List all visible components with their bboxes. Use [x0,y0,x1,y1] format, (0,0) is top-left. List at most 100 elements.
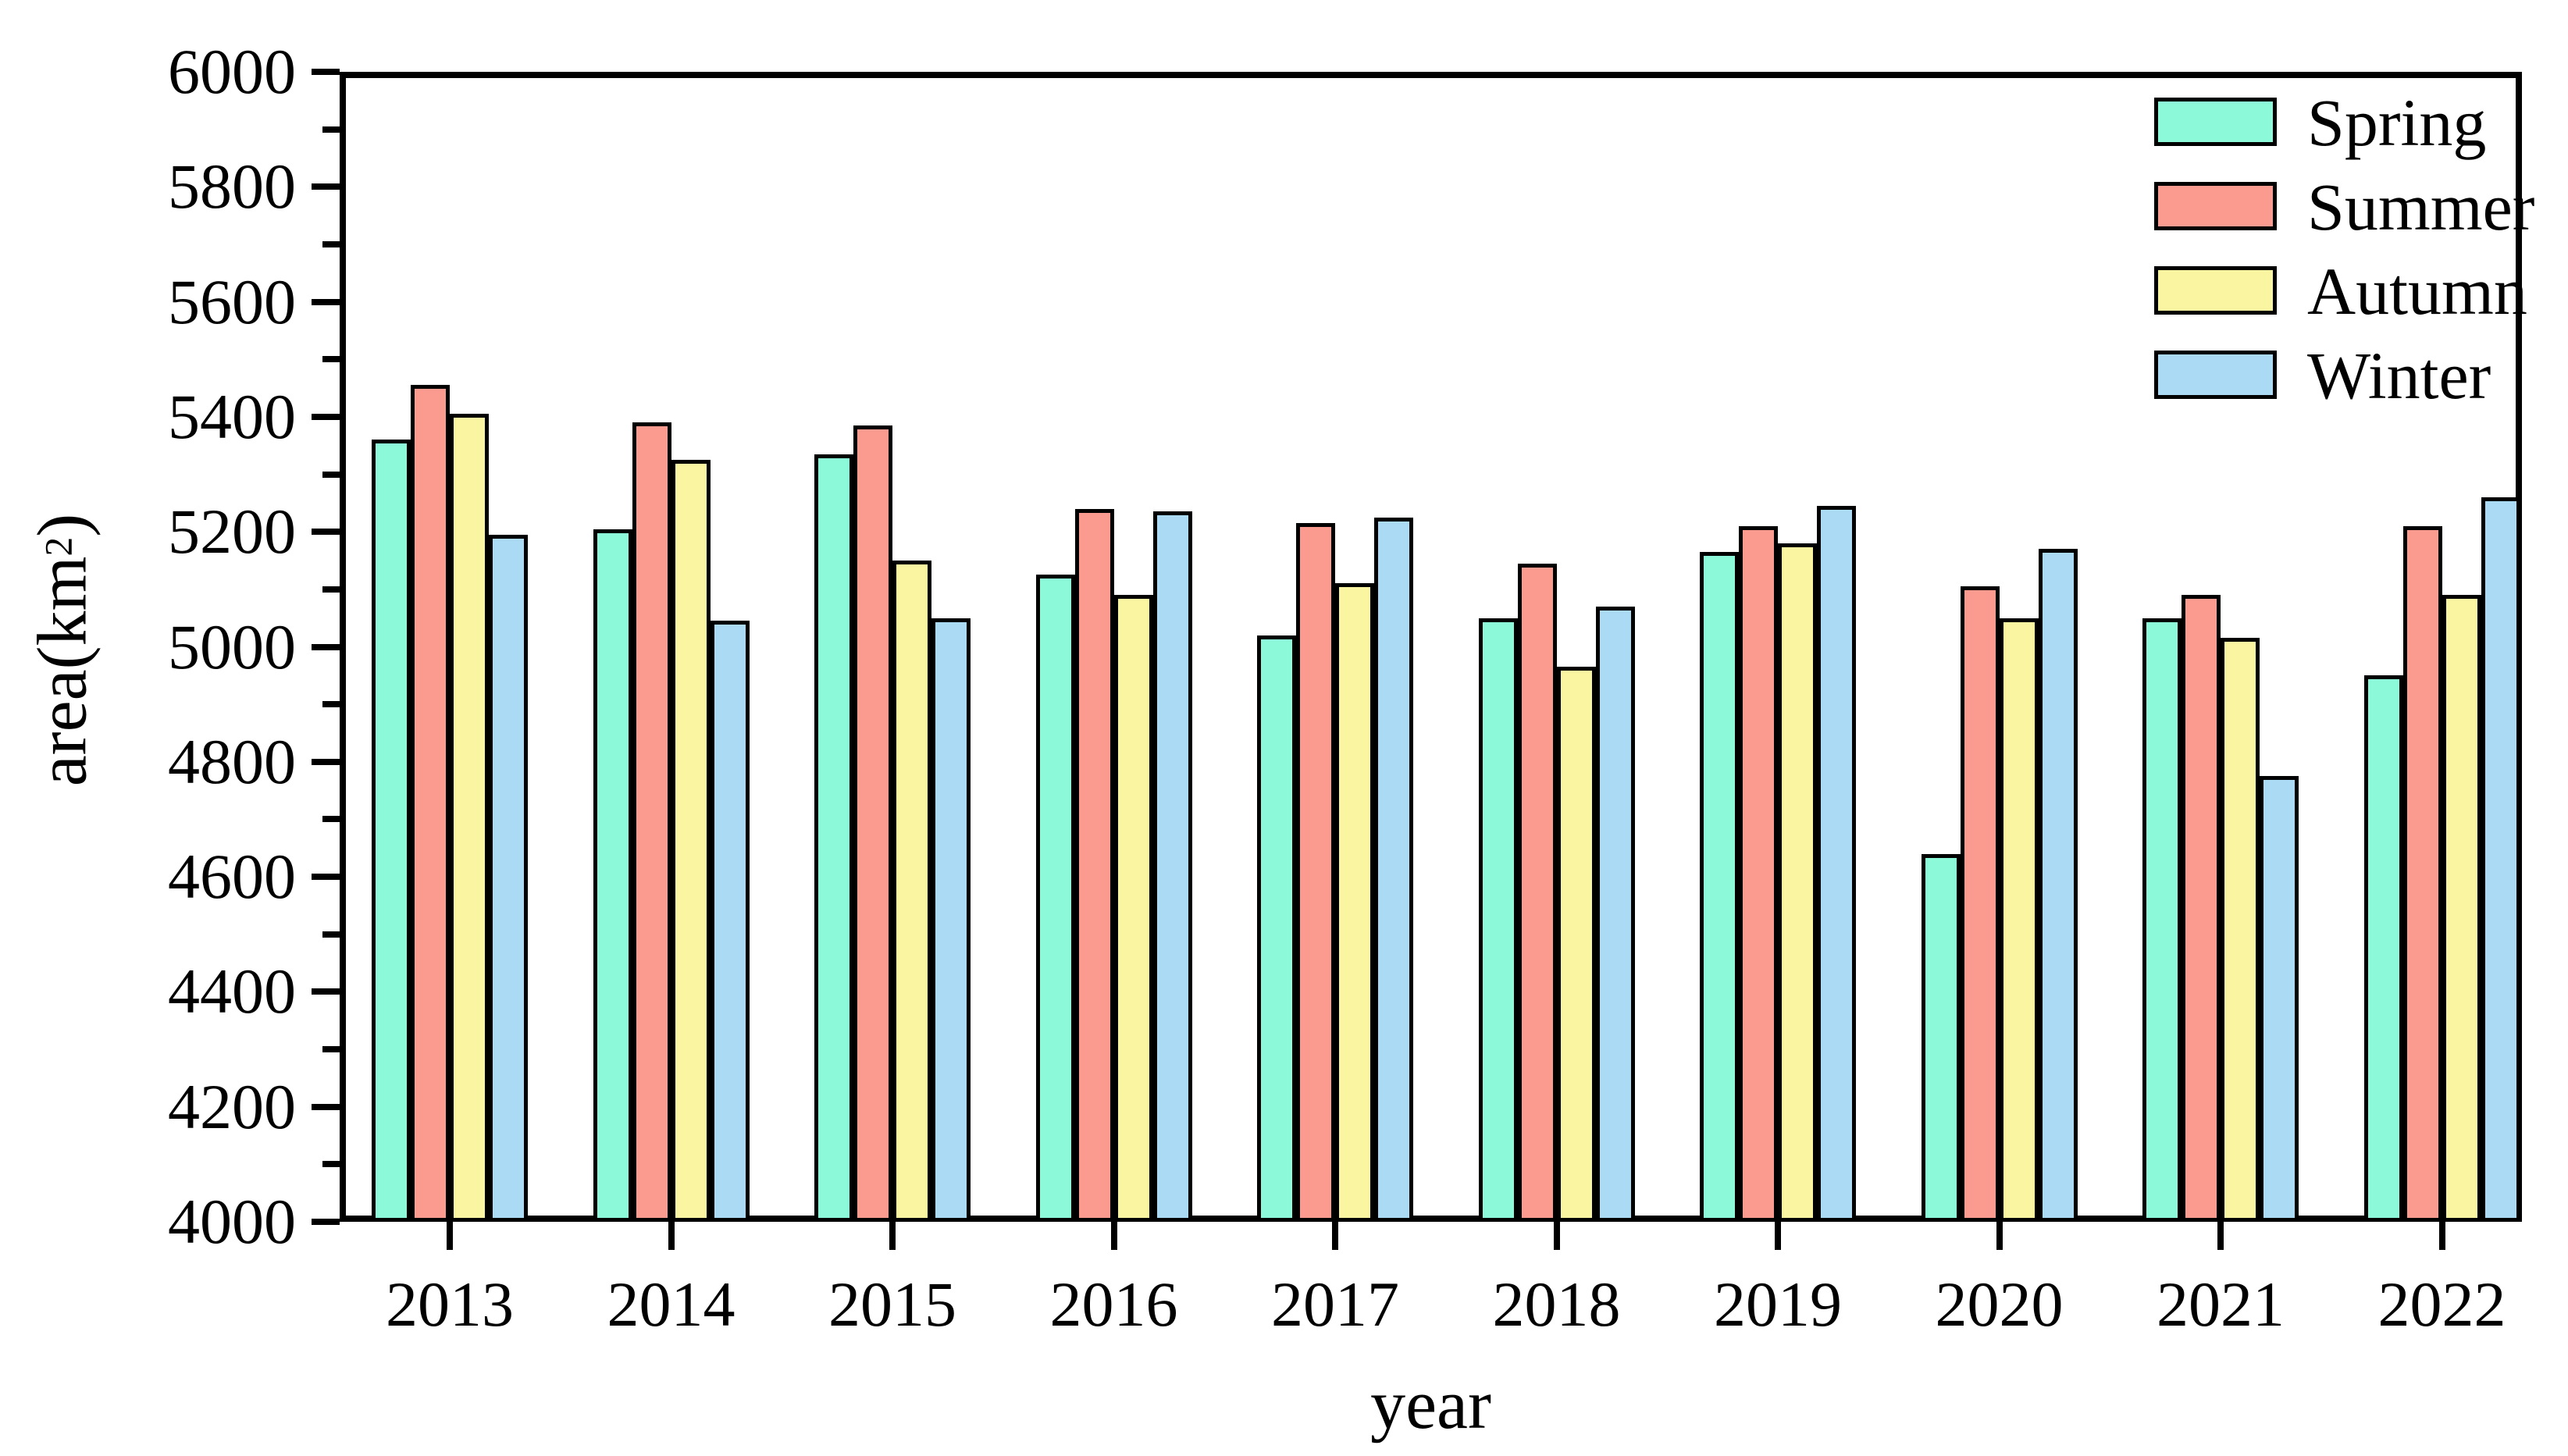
y-tick-label-5000: 5000 [168,611,296,682]
bar-2019-summer [1739,525,1778,1222]
bar-2016-autumn [1113,595,1153,1222]
x-tick-label-2020: 2020 [1935,1269,2064,1340]
y-major-tick-5200 [312,529,340,536]
y-minor-tick-5900 [322,126,340,133]
y-minor-tick-4700 [322,816,340,823]
bar-2022-autumn [2442,595,2481,1222]
x-tick-label-2013: 2013 [386,1269,514,1340]
y-tick-label-4800: 4800 [168,725,296,797]
legend-swatch-autumn [2154,266,2277,315]
bar-2018-spring [1478,618,1518,1222]
bar-2022-summer [2402,525,2442,1222]
y-tick-label-4400: 4400 [168,956,296,1027]
legend-swatch-spring [2154,98,2277,146]
y-tick-label-4600: 4600 [168,841,296,913]
y-minor-tick-4900 [322,701,340,708]
y-axis-title-close-paren: ) [23,513,102,537]
y-tick-label-5400: 5400 [168,380,296,452]
bar-2016-winter [1152,511,1192,1222]
x-tick-2016 [1110,1222,1117,1250]
y-tick-label-4200: 4200 [168,1070,296,1142]
bar-2015-winter [931,618,971,1222]
legend-label-autumn: Autumn [2307,254,2527,329]
y-major-tick-4600 [312,874,340,881]
y-minor-tick-5700 [322,240,340,247]
bar-2016-spring [1035,575,1075,1222]
bar-2020-winter [2038,549,2078,1222]
legend-swatch-summer [2154,182,2277,230]
x-tick-2015 [889,1222,896,1250]
y-minor-tick-4100 [322,1161,340,1168]
bar-2021-spring [2142,618,2182,1222]
bar-2017-winter [1374,517,1413,1222]
x-tick-2017 [1332,1222,1338,1250]
x-axis-title: year [1370,1366,1491,1444]
legend-item-spring: Spring [2154,85,2513,160]
x-tick-2013 [447,1222,453,1250]
x-tick-label-2021: 2021 [2157,1269,2285,1340]
bar-2022-spring [2363,675,2403,1222]
y-tick-label-5800: 5800 [168,151,296,222]
x-tick-label-2022: 2022 [2377,1269,2506,1340]
bar-2019-spring [1700,551,1739,1222]
bar-2022-winter [2481,497,2520,1222]
y-axis-title: area(km2) [24,486,102,814]
legend-item-summer: Summer [2154,169,2534,244]
bar-2019-winter [1817,506,1856,1222]
y-tick-label-5200: 5200 [168,496,296,568]
y-major-tick-4800 [312,758,340,765]
y-tick-label-4000: 4000 [168,1186,296,1257]
bar-2019-autumn [1778,543,1817,1222]
y-major-tick-5400 [312,413,340,420]
bar-2015-spring [814,454,853,1222]
x-tick-2022 [2438,1222,2445,1250]
y-minor-tick-4500 [322,931,340,938]
bar-2016-summer [1074,508,1114,1222]
legend-label-spring: Spring [2307,85,2487,160]
y-major-tick-5800 [312,183,340,190]
x-tick-label-2016: 2016 [1049,1269,1178,1340]
bar-2013-autumn [450,414,489,1222]
y-axis-title-superscript: 2 [37,536,80,557]
legend-item-autumn: Autumn [2154,254,2527,329]
x-tick-label-2014: 2014 [607,1269,735,1340]
x-tick-label-2015: 2015 [828,1269,956,1340]
bar-2014-winter [710,621,750,1222]
y-major-tick-5600 [312,298,340,305]
x-tick-2019 [1775,1222,1781,1250]
x-tick-2020 [1996,1222,2003,1250]
y-tick-label-6000: 6000 [168,36,296,107]
bar-2014-summer [632,422,671,1222]
bar-2017-spring [1257,635,1296,1222]
y-minor-tick-5100 [322,586,340,593]
x-tick-label-2017: 2017 [1271,1269,1399,1340]
bar-2021-summer [2182,595,2221,1222]
legend-label-winter: Winter [2307,338,2491,413]
bar-2013-spring [372,440,411,1222]
y-major-tick-4400 [312,988,340,995]
y-major-tick-6000 [312,69,340,75]
bar-2021-winter [2260,776,2299,1222]
x-tick-label-2018: 2018 [1492,1269,1621,1340]
bar-2018-summer [1517,563,1557,1222]
y-major-tick-4200 [312,1103,340,1110]
y-tick-label-5600: 5600 [168,265,296,337]
legend-item-winter: Winter [2154,338,2513,413]
bar-2014-spring [593,529,632,1222]
legend-label-summer: Summer [2307,169,2535,244]
bar-2021-autumn [2221,638,2260,1222]
x-tick-2021 [2217,1222,2224,1250]
bar-2020-autumn [1999,618,2039,1222]
bar-2015-autumn [892,561,931,1222]
x-tick-2018 [1553,1222,1560,1250]
y-major-tick-5000 [312,643,340,650]
bar-2013-winter [489,534,528,1222]
bar-2017-summer [1296,523,1335,1222]
bar-2020-summer [1960,586,2000,1222]
bar-2018-winter [1595,606,1635,1222]
y-minor-tick-4300 [322,1046,340,1053]
bar-2017-autumn [1335,583,1374,1222]
bar-2015-summer [853,425,892,1222]
x-tick-2014 [668,1222,675,1250]
